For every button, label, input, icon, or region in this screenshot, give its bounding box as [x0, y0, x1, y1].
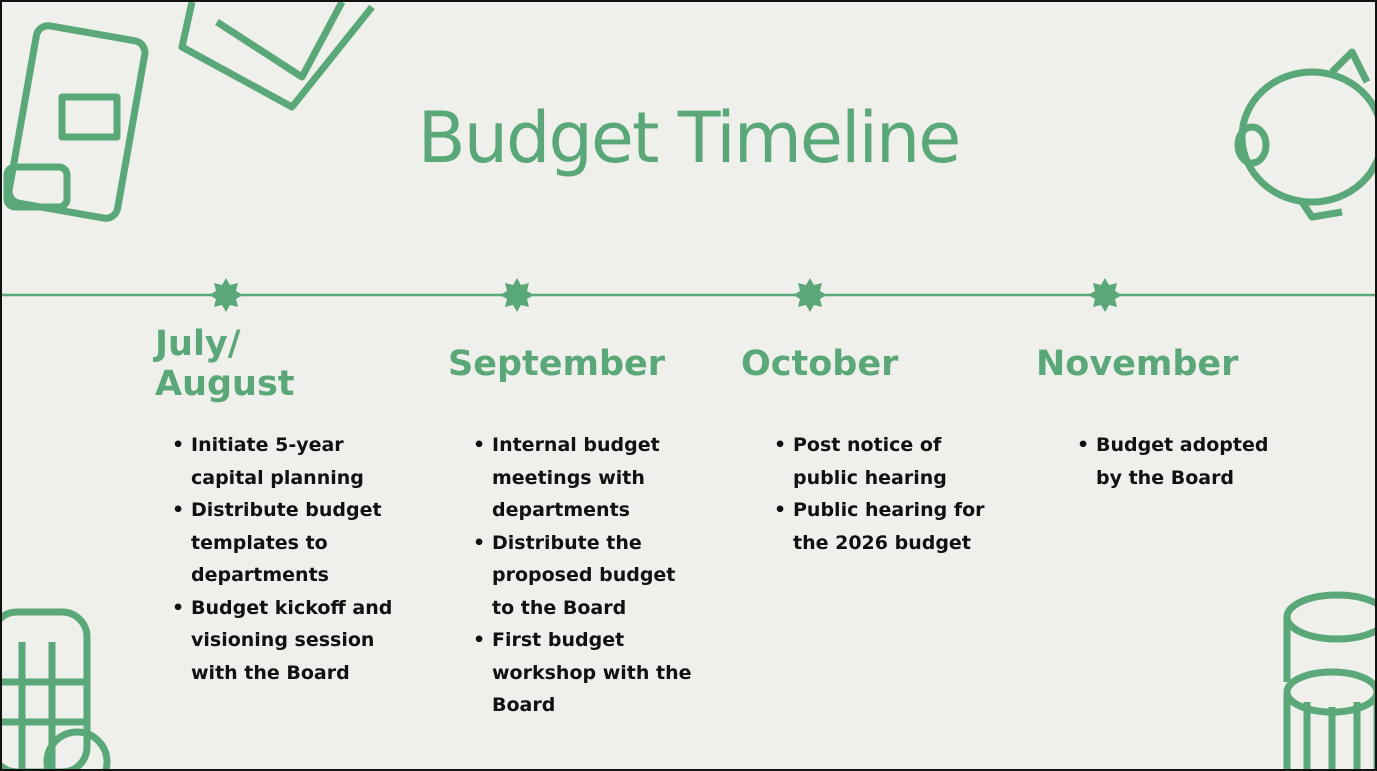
- bullet-list: Post notice of public hearingPublic hear…: [734, 429, 974, 559]
- bullet-item: Public hearing for the 2026 budget: [774, 494, 998, 559]
- bullet-item: Budget adopted by the Board: [1077, 429, 1301, 494]
- bullet-list: Internal budget meetings with department…: [433, 429, 673, 722]
- bullet-item: Budget kickoff and visioning session wit…: [172, 592, 396, 690]
- bullet-item: Distribute budget templates to departmen…: [172, 494, 396, 592]
- column-heading: October: [741, 324, 961, 404]
- slide: Budget Timeline July/ August Initiate 5-y…: [0, 0, 1377, 771]
- bullet-list: Budget adopted by the Board: [1037, 429, 1277, 494]
- bullet-item: Post notice of public hearing: [774, 429, 998, 494]
- page: Budget Timeline July/ August Initiate 5-y…: [0, 0, 1377, 771]
- bullet-list: Initiate 5-year capital planningDistribu…: [132, 429, 372, 689]
- timeline-column: October Post notice of public hearingPubl…: [734, 324, 974, 559]
- column-heading: September: [448, 324, 668, 404]
- bullet-item: Distribute the proposed budget to the Bo…: [473, 527, 697, 625]
- bullet-item: Initiate 5-year capital planning: [172, 429, 396, 494]
- timeline-column: November Budget adopted by the Board: [1037, 324, 1277, 494]
- title: Budget Timeline: [2, 97, 1375, 179]
- timeline-column: September Internal budget meetings with d…: [433, 324, 673, 722]
- timeline-column: July/ August Initiate 5-year capital plan…: [132, 324, 372, 689]
- bullet-item: First budget workshop with the Board: [473, 624, 697, 722]
- bullet-item: Internal budget meetings with department…: [473, 429, 697, 527]
- column-heading: November: [1036, 324, 1256, 404]
- column-heading: July/ August: [155, 324, 375, 404]
